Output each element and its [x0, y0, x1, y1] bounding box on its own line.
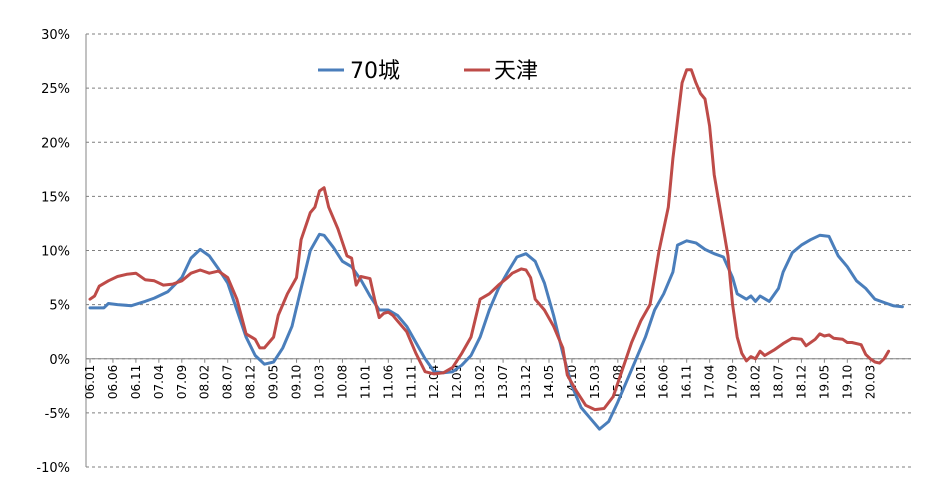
y-tick-label: 10%: [41, 245, 70, 260]
x-tick-label: 09.10: [290, 365, 304, 399]
x-tick-label: 16.01: [634, 365, 648, 399]
x-tick-label: 20.03: [863, 365, 877, 399]
y-tick-label: 30%: [41, 28, 70, 43]
x-tick-label: 07.04: [152, 365, 166, 399]
legend-label-70-cities: 70城: [350, 59, 400, 84]
x-tick-label: 18.12: [794, 365, 808, 399]
x-tick-label: 08.12: [244, 365, 258, 399]
legend-label-tianjin: 天津: [494, 59, 538, 84]
plot-area: [88, 68, 904, 431]
y-tick-label: 5%: [49, 299, 70, 314]
x-tick-label: 10.03: [312, 365, 326, 399]
y-tick-label: 25%: [41, 82, 70, 97]
x-tick-label: 18.02: [749, 365, 763, 399]
x-tick-label: 10.08: [335, 365, 349, 399]
x-tick-label: 12.09: [450, 365, 464, 399]
x-tick-label: 11.06: [381, 365, 395, 399]
x-tick-label: 19.05: [817, 365, 831, 399]
gridlines: [86, 33, 911, 468]
series-line-1: [88, 68, 891, 412]
x-tick-label: 19.10: [840, 365, 854, 399]
x-tick-label: 08.07: [221, 365, 235, 399]
x-tick-label: 14.05: [542, 365, 556, 399]
x-tick-label: 16.11: [680, 365, 694, 399]
x-tick-label: 06.11: [129, 365, 143, 399]
x-tick-label: 06.01: [83, 365, 97, 399]
x-tick-label: 17.09: [726, 365, 740, 399]
x-tick-label: 07.09: [175, 365, 189, 399]
x-tick-label: 17.04: [703, 365, 717, 399]
x-tick-label: 13.02: [473, 365, 487, 399]
y-axis: 30% 25% 20% 15% 10% 5% 0% -5% -10%: [36, 28, 87, 476]
y-tick-label: -10%: [36, 461, 70, 476]
x-tick-label: 08.02: [198, 365, 212, 399]
legend: 70城 天津: [318, 59, 538, 84]
x-tick-label: 06.06: [106, 365, 120, 399]
x-tick-label: 13.07: [496, 365, 510, 399]
x-tick-label: 11.11: [404, 365, 418, 399]
series-line-0: [88, 232, 904, 431]
x-axis: 06.01 06.06 06.11 07.04 07.09 08.02 08.07 08.12…: [83, 358, 911, 399]
x-tick-label: 18.07: [771, 365, 785, 399]
y-tick-label: 15%: [41, 190, 70, 205]
x-tick-label: 09.05: [267, 365, 281, 399]
x-tick-label: 16.06: [657, 365, 671, 399]
x-tick-label: 13.12: [519, 365, 533, 399]
y-tick-label: 20%: [41, 136, 70, 151]
y-tick-label: -5%: [45, 407, 70, 422]
x-tick-label: 11.01: [358, 365, 372, 399]
y-tick-label: 0%: [49, 353, 70, 368]
x-tick-label: 15.03: [588, 365, 602, 399]
